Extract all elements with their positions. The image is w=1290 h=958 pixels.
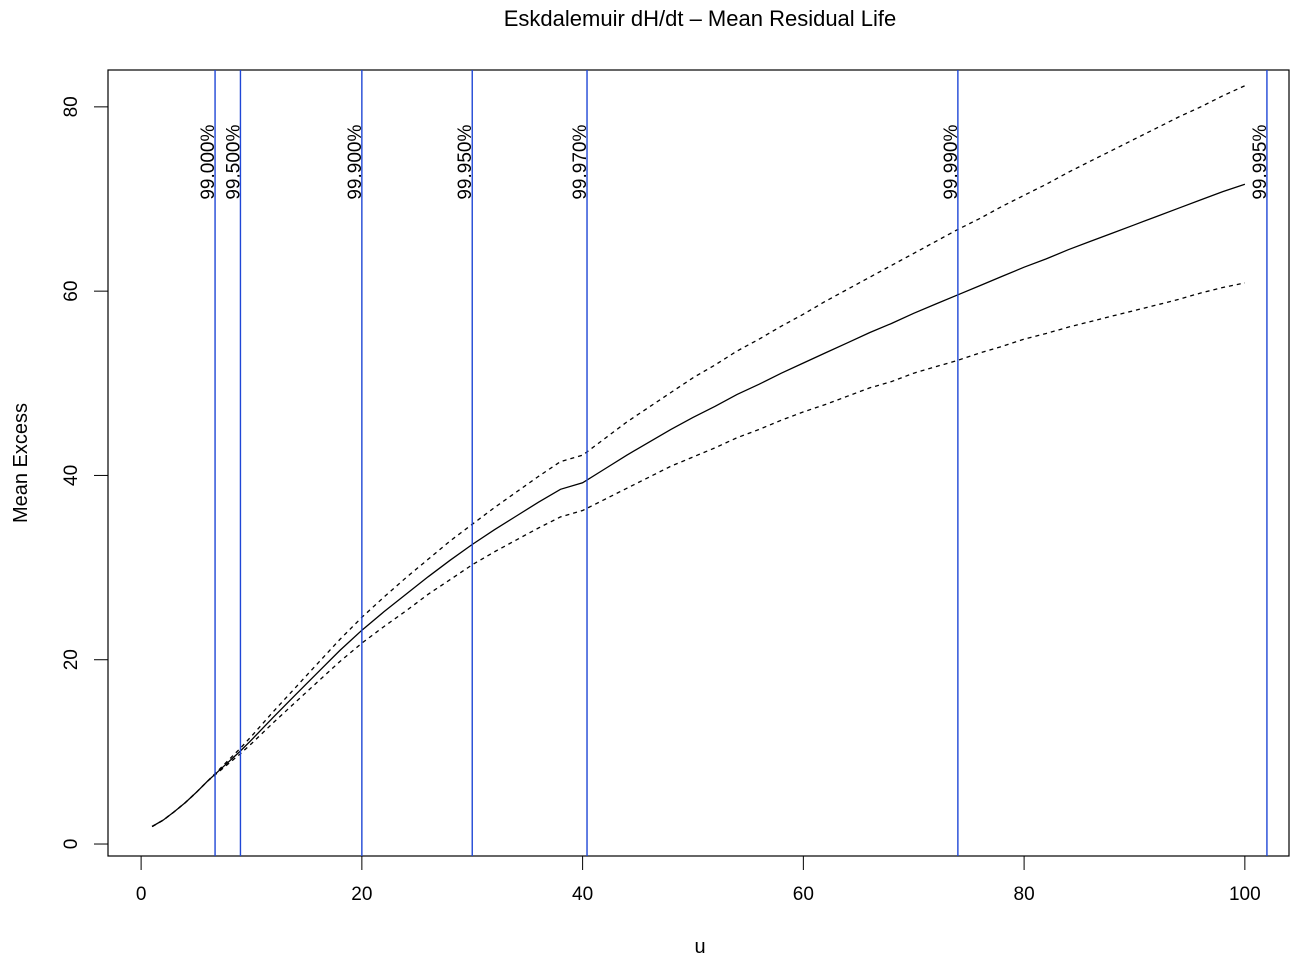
threshold-label: 99.000% [198,125,219,200]
x-tick-label: 0 [136,884,147,905]
threshold-label: 99.900% [345,125,366,200]
series-lower-line [151,282,1246,828]
threshold-lines: 99.000% 99.500% 99.900% 99.950% 99.970% 99.99… [198,70,1271,856]
y-tick-label: 20 [61,649,82,670]
y-tick-label: 40 [61,465,82,486]
series-layer [151,85,1246,828]
y-tick-label: 80 [61,96,82,117]
series-estimate-line [151,183,1246,828]
plot-frame [107,69,1290,857]
x-tick-label: 80 [1014,884,1035,905]
threshold-label: 99.950% [455,125,476,200]
series-upper-line [151,85,1246,828]
y-tick-label: 60 [61,281,82,302]
x-tick-label: 60 [793,884,814,905]
x-axis-label: u [694,936,705,958]
y-axis-label: Mean Excess [10,403,32,523]
x-tick-label: 100 [1229,884,1261,905]
y-tick-label: 0 [61,839,82,850]
x-axis: 0 20 40 60 80 100 [136,855,1261,905]
chart-title: Eskdalemuir dH/dt – Mean Residual Life [504,6,897,31]
x-tick-label: 20 [351,884,372,905]
threshold-label: 99.970% [570,125,591,200]
y-axis: 0 20 40 60 80 [61,96,109,850]
threshold-label: 99.990% [941,125,962,200]
threshold-label: 99.500% [223,125,244,200]
threshold-label: 99.995% [1250,125,1271,200]
x-tick-label: 40 [572,884,593,905]
